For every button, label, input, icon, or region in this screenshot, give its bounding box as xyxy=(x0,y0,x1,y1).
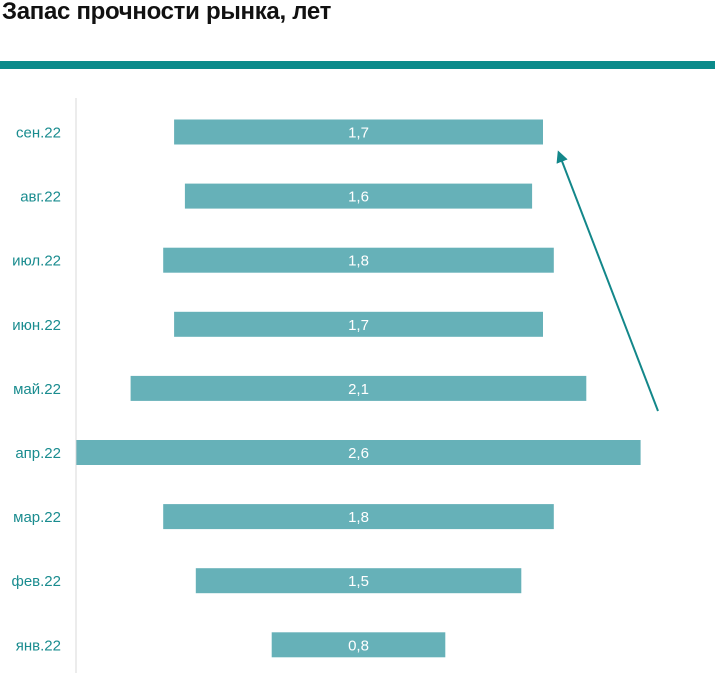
category-label: апр.22 xyxy=(15,445,61,462)
bar xyxy=(174,119,543,145)
bar xyxy=(184,183,533,209)
value-label: 1,5 xyxy=(348,573,369,590)
value-label: 2,6 xyxy=(348,445,369,462)
bars-group xyxy=(76,119,641,658)
bar xyxy=(174,311,543,337)
category-label: июл.22 xyxy=(12,253,61,270)
value-label: 1,6 xyxy=(348,189,369,206)
value-label: 1,8 xyxy=(348,509,369,526)
category-label: янв.22 xyxy=(16,637,61,654)
category-label: мар.22 xyxy=(13,509,61,526)
value-label: 1,7 xyxy=(348,125,369,142)
title-divider xyxy=(0,61,715,69)
bar xyxy=(130,375,587,401)
category-label: июн.22 xyxy=(12,317,61,334)
value-label: 1,7 xyxy=(348,317,369,334)
bar xyxy=(271,632,446,658)
bar xyxy=(163,504,554,530)
chart-title: Запас прочности рынка, лет xyxy=(2,0,332,25)
value-label: 1,8 xyxy=(348,253,369,270)
value-label: 0,8 xyxy=(348,637,369,654)
category-labels-group: сен.22 авг.22 июл.22 июн.22 май.22 апр.22 мар.… xyxy=(11,125,61,655)
category-label: май.22 xyxy=(13,381,61,398)
value-label: 2,1 xyxy=(348,381,369,398)
category-label: сен.22 xyxy=(16,125,61,142)
bar xyxy=(76,440,641,465)
value-labels-group: 1,7 1,6 1,8 1,7 2,1 2,6 1,8 1,5 0,8 xyxy=(348,125,369,655)
bar xyxy=(163,247,554,273)
category-label: авг.22 xyxy=(20,189,61,206)
bar xyxy=(195,568,522,594)
trend-arrow-icon xyxy=(556,150,659,412)
category-label: фев.22 xyxy=(11,573,61,590)
